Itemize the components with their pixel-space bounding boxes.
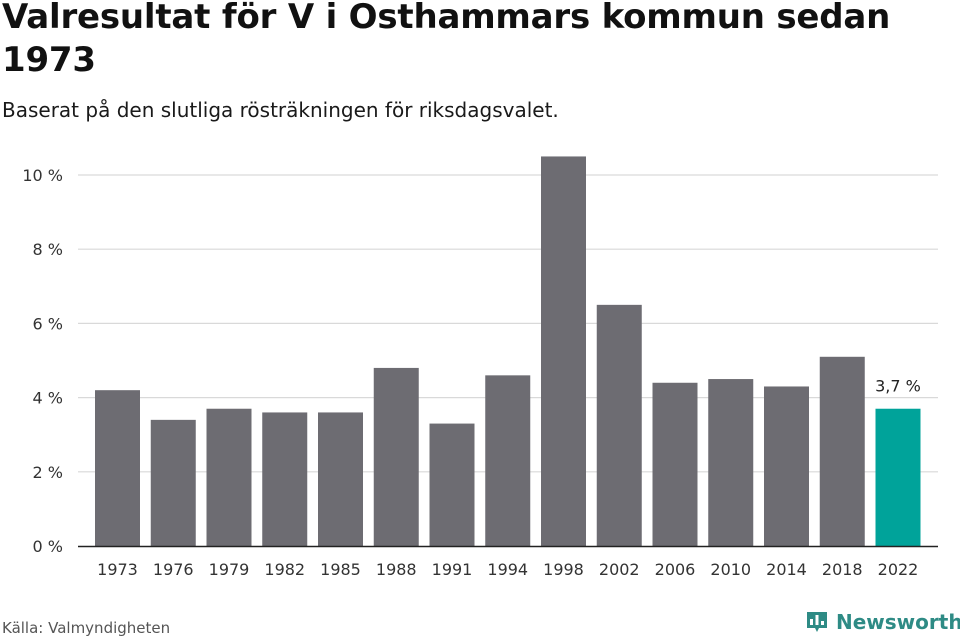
bar-1976 — [150, 419, 196, 546]
bar-1991 — [429, 423, 475, 546]
chart-title: Valresultat för V i Osthammars kommun se… — [2, 0, 891, 80]
x-tick-label: 1982 — [264, 560, 305, 579]
x-tick-label: 2018 — [822, 560, 863, 579]
y-tick-label: 2 % — [33, 463, 63, 482]
bar-2014 — [764, 386, 809, 546]
y-tick-label: 8 % — [33, 240, 63, 259]
x-tick-label: 2022 — [878, 560, 919, 579]
bar-1973 — [95, 390, 140, 546]
bar-1985 — [318, 412, 363, 546]
bar-1994 — [485, 375, 531, 546]
x-tick-label: 2014 — [766, 560, 807, 579]
brand-name: Newsworthy — [836, 610, 960, 634]
bar-2018 — [819, 356, 865, 546]
bar-1998 — [541, 156, 586, 546]
x-tick-label: 1991 — [432, 560, 473, 579]
x-tick-label: 1985 — [320, 560, 361, 579]
chart-subtitle: Baserat på den slutliga rösträkningen fö… — [2, 98, 559, 122]
x-tick-label: 2006 — [655, 560, 696, 579]
bar-2010 — [708, 379, 754, 546]
x-tick-label: 2002 — [599, 560, 640, 579]
bar-1988 — [373, 367, 419, 546]
x-tick-label: 1998 — [543, 560, 584, 579]
bar-chart-logo-icon — [807, 612, 827, 632]
y-tick-label: 4 % — [33, 389, 63, 408]
x-tick-labels: 1973 1976 1979 1982 1985 1988 1991 1994 1998 2002… — [97, 560, 918, 579]
bar-2006 — [652, 382, 698, 546]
x-tick-label: 1988 — [376, 560, 417, 579]
y-tick-label: 10 % — [22, 166, 63, 185]
x-tick-label: 1976 — [153, 560, 194, 579]
x-tick-label: 1994 — [487, 560, 528, 579]
y-tick-label: 0 % — [33, 537, 63, 556]
data-labels: 3,7 % — [875, 377, 921, 396]
bars — [95, 156, 921, 546]
y-tick-label: 6 % — [33, 314, 63, 333]
y-tick-labels: 0 % 2 % 4 % 6 % 8 % 10 % — [22, 166, 63, 556]
source-note: Källa: Valmyndigheten — [2, 619, 171, 637]
bar-1979 — [206, 408, 252, 546]
bar-2002 — [596, 304, 642, 546]
x-tick-label: 1973 — [97, 560, 138, 579]
data-label: 3,7 % — [875, 377, 921, 396]
bar-1982 — [262, 412, 308, 546]
newsworthy-logo: Newsworthy — [805, 607, 960, 637]
bar-2022 — [875, 408, 921, 546]
x-tick-label: 2010 — [710, 560, 751, 579]
x-tick-label: 1979 — [209, 560, 250, 579]
bar-chart: 0 % 2 % 4 % 6 % 8 % 10 % 1973 1976 1979 1982 1985… — [22, 156, 938, 579]
